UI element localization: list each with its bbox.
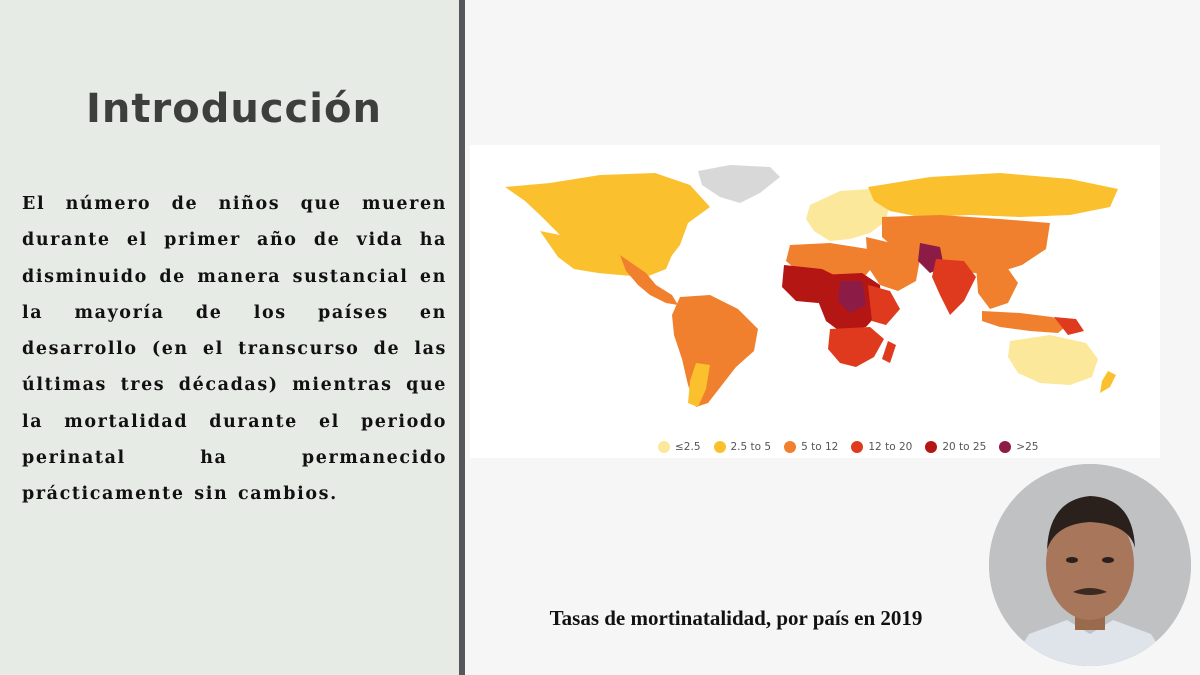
legend-item: 2.5 to 5 xyxy=(713,441,772,453)
north-africa xyxy=(786,243,874,275)
usa xyxy=(540,231,672,277)
world-map-graphic xyxy=(505,165,1118,407)
slide-title: Introducción xyxy=(86,86,382,132)
legend-item: 20 to 25 xyxy=(925,441,986,453)
intro-paragraph: El número de niños que mueren durante el… xyxy=(22,194,447,505)
slide-left-panel: Introducción El número de niños que muer… xyxy=(0,0,459,675)
legend-swatch xyxy=(999,441,1012,453)
legend-label: 12 to 20 xyxy=(868,441,913,453)
central-africa-high xyxy=(838,281,866,313)
greenland xyxy=(698,165,780,203)
south-america xyxy=(672,295,758,407)
indonesia xyxy=(982,311,1070,333)
east-africa xyxy=(868,285,900,325)
central-america xyxy=(620,255,678,305)
india xyxy=(932,259,976,315)
argentina-chile xyxy=(688,363,710,407)
presenter-webcam-icon xyxy=(989,464,1191,666)
legend-swatch xyxy=(851,441,864,453)
new-zealand xyxy=(1100,371,1116,393)
europe xyxy=(806,189,890,241)
middle-east xyxy=(866,237,920,291)
north-america xyxy=(505,173,710,275)
legend-item: >25 xyxy=(999,441,1038,453)
legend-label: 2.5 to 5 xyxy=(730,441,772,453)
map-caption: Tasas de mortinatalidad, por país en 201… xyxy=(549,606,923,630)
legend-swatch xyxy=(925,441,938,453)
southern-africa xyxy=(828,327,884,367)
stillbirth-map: ≤2.5 2.5 to 5 5 to 12 12 to 20 20 to 25 … xyxy=(470,145,1160,458)
legend-item: ≤2.5 xyxy=(658,441,701,453)
legend-label: 5 to 12 xyxy=(801,441,839,453)
russia xyxy=(868,173,1118,217)
legend-swatch xyxy=(713,441,726,453)
presenter-portrait xyxy=(989,464,1191,666)
legend-item: 12 to 20 xyxy=(851,441,912,453)
legend-label: >25 xyxy=(1016,441,1039,453)
australia xyxy=(1008,335,1098,385)
legend-label: ≤2.5 xyxy=(675,441,701,453)
madagascar xyxy=(882,341,896,363)
asia-central xyxy=(882,215,1050,275)
legend-item: 5 to 12 xyxy=(784,441,838,453)
legend-swatch xyxy=(658,441,670,453)
papua xyxy=(1054,317,1084,335)
map-legend: ≤2.5 2.5 to 5 5 to 12 12 to 20 20 to 25 … xyxy=(658,439,1051,455)
southeast-asia xyxy=(976,263,1018,309)
legend-swatch xyxy=(784,441,797,453)
panel-divider xyxy=(459,0,465,675)
legend-label: 20 to 25 xyxy=(942,441,987,453)
